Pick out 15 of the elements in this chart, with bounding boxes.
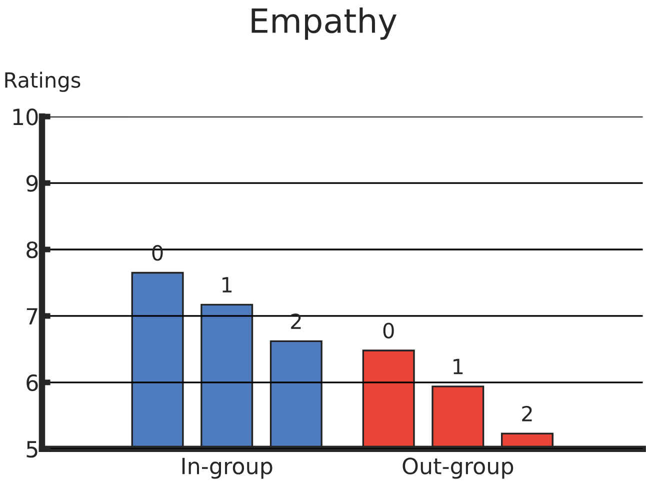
y-tick-label: 6 <box>26 374 38 392</box>
series-label: 1 <box>222 277 232 292</box>
y-tick-label: 5 <box>26 441 38 458</box>
x-tick-label: Out-group <box>402 458 514 479</box>
text: 1 <box>454 358 463 374</box>
y-tick-label: 8 <box>26 241 38 258</box>
y-axis-title: Ratings <box>5 72 80 92</box>
y-tick-label: 9 <box>26 174 38 192</box>
chart-title: Empathy <box>252 7 397 40</box>
text: 0 <box>383 322 394 338</box>
y-tick-label: 10 <box>13 108 38 126</box>
text: 2 <box>522 406 532 422</box>
series-label: 2 <box>291 313 301 329</box>
y-tick-label: 7 <box>26 308 38 324</box>
x-tick-label: In-group <box>182 458 272 479</box>
